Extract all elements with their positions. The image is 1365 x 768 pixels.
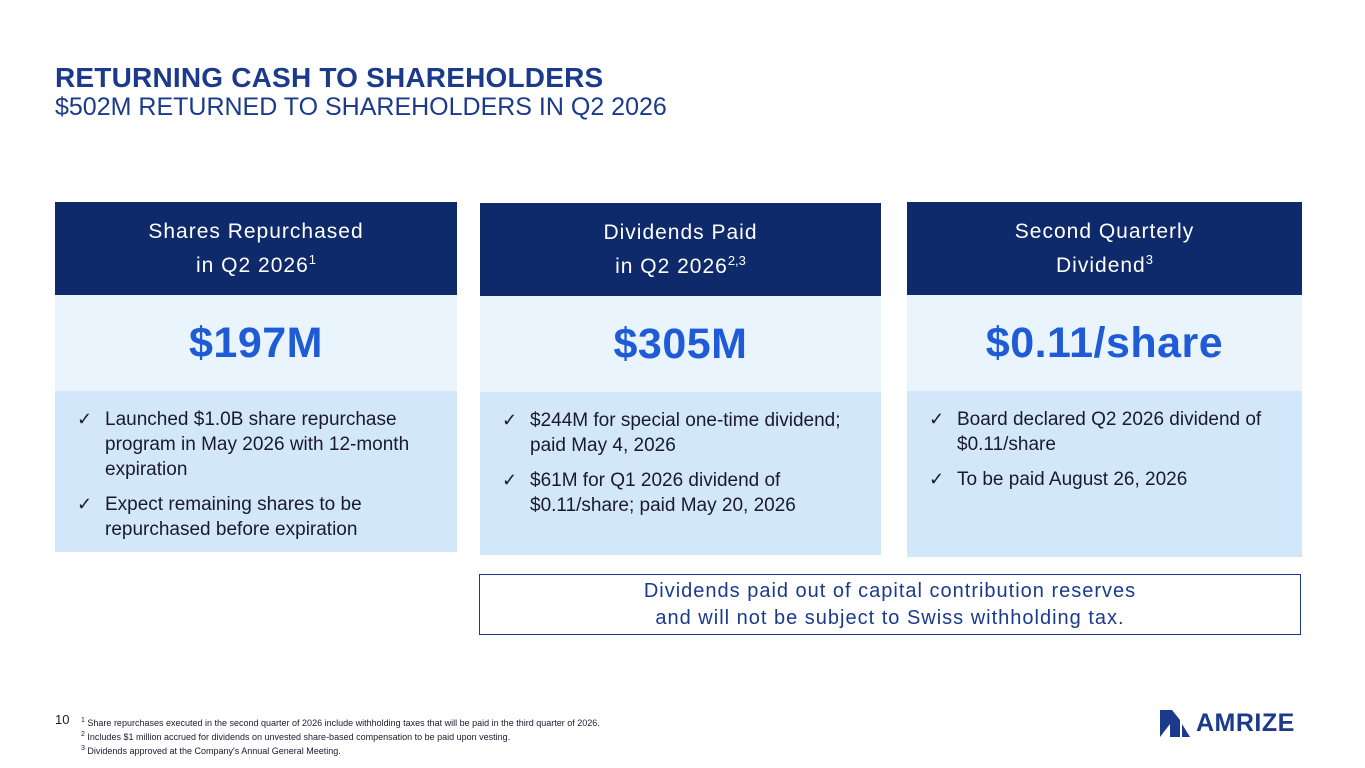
check-icon: ✓ xyxy=(502,410,518,430)
tax-note-box: Dividends paid out of capital contributi… xyxy=(479,574,1301,635)
check-icon: ✓ xyxy=(929,469,945,489)
list-item-text: To be paid August 26, 2026 xyxy=(957,469,1188,490)
list-item-text: $244M for special one-time dividend; pai… xyxy=(530,410,841,456)
card-body: ✓ Launched $1.0B share repurchase progra… xyxy=(55,391,457,552)
card-second-quarterly-dividend: Second Quarterly Dividend3 $0.11/share ✓… xyxy=(907,202,1302,557)
amrize-logo: AMRIZE xyxy=(1160,709,1295,738)
list-item: ✓ Expect remaining shares to be repurcha… xyxy=(77,492,437,542)
footnote: 3 Dividends approved at the Company's An… xyxy=(81,745,341,756)
card-header-line1: Shares Repurchased xyxy=(148,219,364,243)
card-header-line2: Dividend xyxy=(1056,253,1146,277)
card-header: Shares Repurchased in Q2 20261 xyxy=(55,202,457,295)
list-item-text: Launched $1.0B share repurchase program … xyxy=(105,409,410,480)
footnote: 1 Share repurchases executed in the seco… xyxy=(81,717,600,728)
amrize-logo-icon xyxy=(1160,710,1190,737)
card-value: $197M xyxy=(55,295,457,391)
card-value: $305M xyxy=(480,296,881,392)
card-dividends-paid: Dividends Paid in Q2 20262,3 $305M ✓ $24… xyxy=(480,203,881,555)
list-item-text: Board declared Q2 2026 dividend of $0.11… xyxy=(957,409,1262,455)
card-header-line2: in Q2 2026 xyxy=(196,253,309,277)
list-item: ✓ $244M for special one-time dividend; p… xyxy=(502,408,861,458)
list-item: ✓ $61M for Q1 2026 dividend of $0.11/sha… xyxy=(502,468,861,518)
footnote-ref: 1 xyxy=(308,251,316,267)
check-icon: ✓ xyxy=(929,409,945,429)
card-value: $0.11/share xyxy=(907,295,1302,391)
page-subtitle: $502M RETURNED TO SHAREHOLDERS IN Q2 202… xyxy=(55,93,667,121)
footnotes: 1 Share repurchases executed in the seco… xyxy=(81,715,600,757)
check-icon: ✓ xyxy=(77,494,93,514)
card-body: ✓ $244M for special one-time dividend; p… xyxy=(480,392,881,555)
card-header: Dividends Paid in Q2 20262,3 xyxy=(480,203,881,296)
card-header: Second Quarterly Dividend3 xyxy=(907,202,1302,295)
tax-note-line2: and will not be subject to Swiss withhol… xyxy=(655,606,1125,629)
list-item: ✓ Launched $1.0B share repurchase progra… xyxy=(77,407,437,482)
logo-text: AMRIZE xyxy=(1196,709,1295,737)
list-item: ✓ Board declared Q2 2026 dividend of $0.… xyxy=(929,407,1282,457)
page-number: 10 xyxy=(55,712,70,727)
list-item-text: Expect remaining shares to be repurchase… xyxy=(105,494,362,540)
list-item: ✓ To be paid August 26, 2026 xyxy=(929,467,1282,492)
check-icon: ✓ xyxy=(77,409,93,429)
card-header-line2: in Q2 2026 xyxy=(615,254,728,278)
list-item-text: $61M for Q1 2026 dividend of $0.11/share… xyxy=(530,470,796,516)
footnote-ref: 3 xyxy=(1145,251,1153,267)
tax-note-line1: Dividends paid out of capital contributi… xyxy=(643,579,1137,602)
check-icon: ✓ xyxy=(502,470,518,490)
footnote: 2 Includes $1 million accrued for divide… xyxy=(81,731,511,742)
card-header-line1: Second Quarterly xyxy=(1014,219,1195,243)
card-body: ✓ Board declared Q2 2026 dividend of $0.… xyxy=(907,391,1302,557)
footnote-ref: 2,3 xyxy=(727,252,746,268)
page-title: RETURNING CASH TO SHAREHOLDERS xyxy=(55,62,604,93)
card-header-line1: Dividends Paid xyxy=(603,220,758,244)
card-shares-repurchased: Shares Repurchased in Q2 20261 $197M ✓ L… xyxy=(55,202,457,552)
